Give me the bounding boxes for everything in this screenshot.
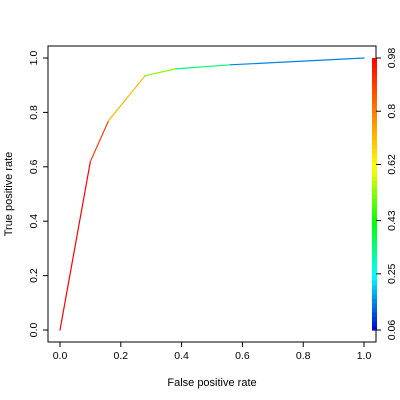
colorbar-segment bbox=[372, 216, 377, 222]
colorbar-segment bbox=[372, 171, 377, 177]
y-tick-label: 0.4 bbox=[28, 214, 40, 229]
colorbar-segment bbox=[372, 234, 377, 240]
colorbar-segment bbox=[372, 162, 377, 168]
colorbar-segment bbox=[372, 184, 377, 191]
y-tick-label: 0.0 bbox=[28, 323, 40, 338]
y-tick-label: 0.8 bbox=[28, 105, 40, 120]
colorbar-segment bbox=[372, 175, 377, 181]
colorbar-segment bbox=[372, 280, 377, 286]
colorbar-segment bbox=[372, 80, 377, 86]
colorbar-segment bbox=[372, 58, 377, 64]
colorbar-segment bbox=[372, 225, 377, 231]
colorbar-segment bbox=[372, 62, 377, 68]
colorbar-segment bbox=[372, 157, 377, 163]
y-tick-label: 0.2 bbox=[28, 268, 40, 283]
colorbar-segment bbox=[372, 248, 377, 254]
colorbar-segment bbox=[372, 139, 377, 145]
roc-curve-segment bbox=[229, 57, 365, 66]
colorbar-segment bbox=[372, 320, 377, 327]
colorbar-segment bbox=[372, 112, 377, 118]
colorbar-segment bbox=[372, 243, 377, 249]
colorbar-segment bbox=[372, 194, 377, 200]
x-tick-label: 0.4 bbox=[174, 350, 189, 362]
roc-curve-segment bbox=[144, 68, 177, 77]
colorbar-segment bbox=[372, 252, 377, 259]
colorbar-segment bbox=[372, 293, 377, 299]
x-axis: 0.0 0.2 0.4 0.6 0.8 1.0 bbox=[53, 342, 372, 362]
colorbar-segment bbox=[372, 135, 377, 141]
colorbar-segment bbox=[372, 207, 377, 213]
colorbar-segment bbox=[372, 298, 377, 304]
colorbar-segment bbox=[372, 85, 377, 91]
colorbar-segment bbox=[372, 76, 377, 82]
colorbar-tick-label: 0.25 bbox=[386, 263, 398, 284]
colorbar-segment bbox=[372, 325, 377, 331]
colorbar-segment bbox=[372, 271, 377, 277]
colorbar-segment bbox=[372, 98, 377, 104]
x-axis-title: False positive rate bbox=[167, 377, 256, 389]
colorbar-segment bbox=[372, 257, 377, 263]
colorbar-segment bbox=[372, 198, 377, 204]
x-tick-label: 0.6 bbox=[235, 350, 250, 362]
colorbar-segment bbox=[372, 284, 377, 290]
x-tick-label: 0.8 bbox=[296, 350, 311, 362]
colorbar-segment bbox=[372, 107, 377, 113]
roc-curve-segment bbox=[174, 64, 231, 70]
colorbar-segment bbox=[372, 262, 377, 268]
colorbar-segment bbox=[372, 166, 377, 172]
roc-curve-segment bbox=[59, 160, 92, 331]
colorbar-tick-label: 0.43 bbox=[386, 210, 398, 231]
colorbar-segment bbox=[372, 221, 377, 227]
y-tick-label: 0.6 bbox=[28, 159, 40, 174]
colorbar-segment bbox=[372, 289, 377, 295]
colorbar-segment bbox=[372, 153, 377, 159]
colorbar-segment bbox=[372, 180, 377, 186]
colorbar-segment bbox=[372, 121, 377, 127]
colorbar-tick-label: 0.8 bbox=[386, 104, 398, 119]
colorbar-segment bbox=[372, 126, 377, 132]
colorbar-segment bbox=[372, 316, 377, 322]
roc-curve-segment bbox=[108, 75, 146, 122]
colorbar-tick-label: 0.06 bbox=[386, 320, 398, 341]
colorbar-segment bbox=[372, 239, 377, 245]
y-axis: 0.0 0.2 0.4 0.6 0.8 1.0 bbox=[28, 51, 48, 338]
y-axis-title: True positive rate bbox=[3, 152, 15, 237]
colorbar-segment bbox=[372, 311, 377, 317]
colorbar-segment bbox=[372, 203, 377, 209]
colorbar-segment bbox=[372, 230, 377, 236]
colorbar-segment bbox=[372, 89, 377, 95]
colorbar-segment bbox=[372, 307, 377, 313]
colorbar-segment bbox=[372, 266, 377, 272]
plot-frame bbox=[47, 45, 377, 343]
colorbar-tick-label: 0.62 bbox=[386, 154, 398, 175]
colorbar-segment bbox=[372, 67, 377, 73]
roc-curve bbox=[59, 57, 365, 331]
x-tick-label: 0.2 bbox=[113, 350, 128, 362]
colorbar-segment bbox=[372, 116, 377, 123]
colorbar-segment bbox=[372, 275, 377, 281]
x-tick-label: 1.0 bbox=[357, 350, 372, 362]
colorbar-tick-label: 0.98 bbox=[386, 48, 398, 69]
colorbar-segment bbox=[372, 189, 377, 195]
y-tick-label: 1.0 bbox=[28, 51, 40, 66]
roc-curve-segment bbox=[89, 119, 110, 162]
colorbar-segment bbox=[372, 103, 377, 109]
colorbar-segment bbox=[372, 302, 377, 308]
colorbar-segment bbox=[372, 212, 377, 218]
colorbar-segment bbox=[372, 144, 377, 150]
x-tick-label: 0.0 bbox=[53, 350, 68, 362]
colorbar-segment bbox=[372, 148, 377, 154]
colorbar-segment bbox=[372, 71, 377, 77]
colorbar-segment bbox=[372, 94, 377, 100]
colorbar: 0.06 0.25 0.43 0.62 0.8 0.98 bbox=[372, 48, 398, 341]
colorbar-segment bbox=[372, 130, 377, 136]
